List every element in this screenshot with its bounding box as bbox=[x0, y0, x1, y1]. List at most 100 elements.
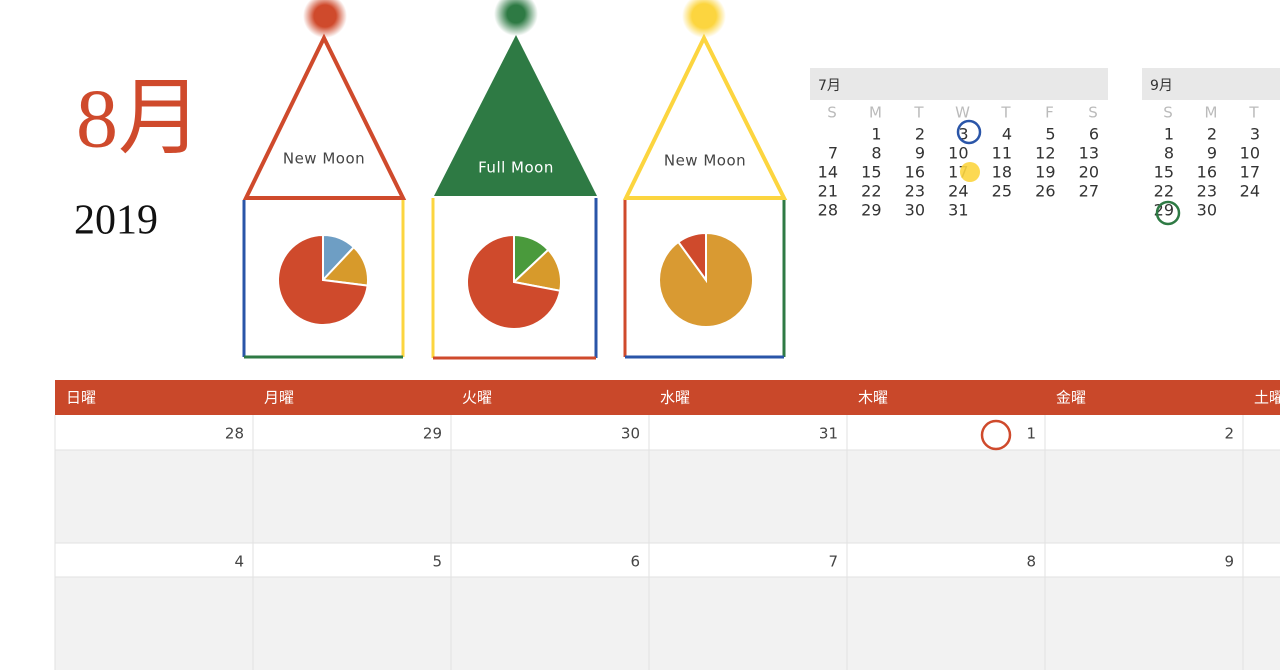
mini-day: 25 bbox=[992, 182, 1012, 201]
day-number: 28 bbox=[225, 425, 244, 443]
mini-day: 2 bbox=[1207, 125, 1217, 144]
weekday-header: 金曜 bbox=[1056, 389, 1086, 407]
mini-day: 8 bbox=[1164, 144, 1174, 163]
mini-day: 21 bbox=[818, 182, 838, 201]
hat bbox=[242, 33, 407, 200]
mini-day: 18 bbox=[992, 163, 1012, 182]
mini-header bbox=[810, 68, 1108, 100]
weekday-bar bbox=[55, 380, 1280, 415]
mini-day: 11 bbox=[992, 144, 1012, 163]
mini-weekday: S bbox=[1088, 104, 1098, 122]
mini-weekday: M bbox=[869, 104, 882, 122]
new-moon-ring bbox=[1155, 200, 1181, 226]
mini-day: 15 bbox=[861, 163, 881, 182]
mini-weekday: T bbox=[1248, 104, 1259, 122]
day-number: 1 bbox=[1026, 425, 1036, 443]
day-number: 6 bbox=[630, 553, 640, 571]
pie-slice bbox=[676, 231, 707, 284]
new-moon-ring bbox=[956, 119, 982, 145]
mini-day: 23 bbox=[905, 182, 925, 201]
mini-weekday: W bbox=[955, 104, 970, 122]
mini-day: 8 bbox=[871, 144, 881, 163]
mini-day: 9 bbox=[1207, 144, 1217, 163]
moon-label: New Moon bbox=[664, 152, 746, 170]
mini-day: 16 bbox=[1197, 163, 1217, 182]
mini-day: 12 bbox=[1035, 144, 1055, 163]
day-number: 4 bbox=[234, 553, 244, 571]
mini-day: 24 bbox=[948, 182, 968, 201]
mini-day: 2 bbox=[915, 125, 925, 144]
mini-weekday: T bbox=[913, 104, 924, 122]
mini-day: 26 bbox=[1035, 182, 1055, 201]
mini-weekday: S bbox=[1163, 104, 1173, 122]
weekday-header: 木曜 bbox=[858, 389, 888, 407]
weekday-header: 月曜 bbox=[264, 389, 294, 407]
mini-day: 30 bbox=[905, 201, 925, 220]
mini-day: 1 bbox=[1164, 125, 1174, 144]
new-moon-ring bbox=[980, 419, 1012, 451]
mini-weekday: S bbox=[827, 104, 837, 122]
pie-slice bbox=[277, 233, 369, 326]
day-number: 8 bbox=[1026, 553, 1036, 571]
day-number: 5 bbox=[432, 553, 442, 571]
mini-day: 10 bbox=[1240, 144, 1260, 163]
mini-day: 30 bbox=[1197, 201, 1217, 220]
day-number: 31 bbox=[819, 425, 838, 443]
hat bbox=[622, 33, 788, 200]
mini-day: 7 bbox=[828, 144, 838, 163]
day-number: 7 bbox=[828, 553, 838, 571]
weekday-header: 火曜 bbox=[462, 389, 492, 407]
mini-weekday: F bbox=[1045, 104, 1054, 122]
moon-ball bbox=[494, 0, 538, 36]
mini-day: 6 bbox=[1089, 125, 1099, 144]
mini-title: 9月 bbox=[1150, 78, 1173, 94]
weekday-header: 日曜 bbox=[66, 389, 96, 407]
mini-day: 3 bbox=[1250, 125, 1260, 144]
mini-day: 10 bbox=[948, 144, 968, 163]
mini-day: 20 bbox=[1079, 163, 1099, 182]
moon-label: Full Moon bbox=[478, 159, 554, 177]
week-body bbox=[55, 577, 1280, 670]
mini-day: 1 bbox=[871, 125, 881, 144]
mini-day: 3 bbox=[958, 125, 968, 144]
mini-day: 28 bbox=[818, 201, 838, 220]
weekday-header: 水曜 bbox=[660, 389, 690, 407]
mini-weekday: M bbox=[1205, 104, 1218, 122]
grid bbox=[55, 415, 1280, 670]
mini-day: 29 bbox=[861, 201, 881, 220]
weekday-header: 土曜 bbox=[1254, 389, 1280, 407]
month-title: 8月 bbox=[76, 72, 202, 165]
mini-title: 7月 bbox=[818, 78, 841, 94]
moon-ball bbox=[682, 0, 726, 38]
year-title: 2019 bbox=[74, 198, 158, 244]
day-number: 2 bbox=[1224, 425, 1234, 443]
mini-day: 15 bbox=[1154, 163, 1174, 182]
mini-day: 24 bbox=[1240, 182, 1260, 201]
mini-header bbox=[1142, 68, 1280, 100]
mini-day: 17 bbox=[1240, 163, 1260, 182]
moon-ball bbox=[303, 0, 347, 38]
mini-day: 4 bbox=[1002, 125, 1012, 144]
mini-day: 19 bbox=[1035, 163, 1055, 182]
boxes bbox=[242, 198, 786, 360]
mini-weekday: T bbox=[1000, 104, 1011, 122]
week-body bbox=[55, 450, 1280, 543]
mini-day: 27 bbox=[1079, 182, 1099, 201]
mini-day: 5 bbox=[1045, 125, 1055, 144]
mini-day: 14 bbox=[818, 163, 838, 182]
day-number: 30 bbox=[621, 425, 640, 443]
mini-day: 23 bbox=[1197, 182, 1217, 201]
day-number: 29 bbox=[423, 425, 442, 443]
pie-slice bbox=[466, 233, 562, 330]
mini-day: 9 bbox=[915, 144, 925, 163]
mini-day: 22 bbox=[861, 182, 881, 201]
mini-day: 31 bbox=[948, 201, 968, 220]
hat bbox=[434, 35, 597, 196]
moon-label: New Moon bbox=[283, 150, 365, 168]
full-moon-dot bbox=[960, 162, 980, 182]
mini-day: 22 bbox=[1154, 182, 1174, 201]
day-number: 9 bbox=[1224, 553, 1234, 571]
